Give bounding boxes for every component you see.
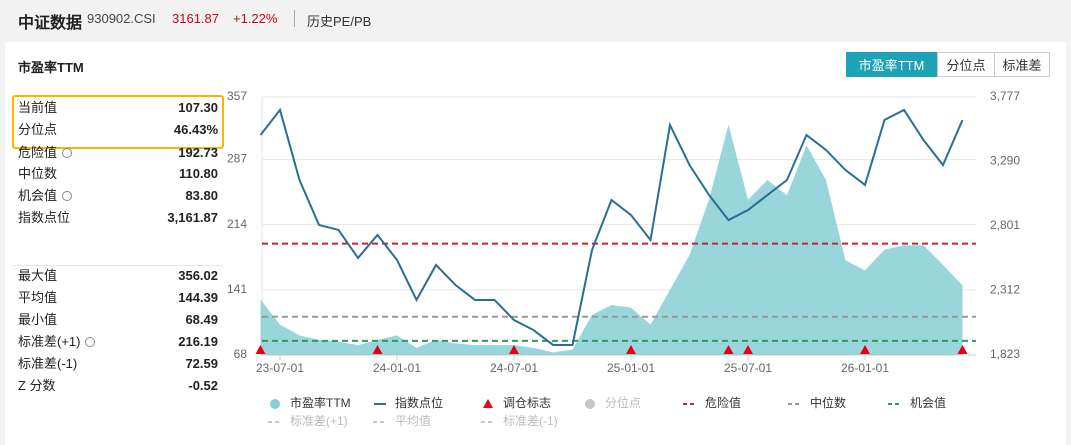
stat-label: 危险值 [18, 145, 58, 160]
stat-value: 72.59 [185, 356, 218, 371]
stat-row: 最大值 356.02 [18, 266, 218, 286]
stat-value: 3,161.87 [167, 210, 218, 225]
stat-label: 中位数 [18, 166, 58, 181]
stat-label: 机会值 [18, 188, 58, 203]
highlight-box [12, 95, 224, 149]
index-code: 930902.CSI [87, 11, 156, 26]
area [260, 124, 963, 355]
stat-row: 最小值 68.49 [18, 310, 218, 330]
stat-label: 当前值 [18, 100, 58, 115]
y-tick-label: 141 [227, 282, 247, 296]
panel-title: 市盈率TTM [18, 60, 84, 75]
settings-icon[interactable] [62, 191, 73, 201]
y2-tick-label: 3,290 [990, 153, 1020, 167]
rebalance-marker [723, 345, 734, 354]
history-link[interactable]: 历史PE/PB [307, 14, 372, 29]
stat-label: 最大值 [18, 268, 58, 283]
stat-row: 危险值 192.73 [18, 143, 218, 163]
rebalance-marker [372, 345, 383, 354]
rebalance-marker [509, 345, 519, 354]
index-change: +1.22% [233, 11, 278, 26]
tab[interactable]: 市盈率TTM [846, 52, 937, 77]
legend-label[interactable]: 标准差(+1) [290, 414, 348, 428]
stat-row: 中位数 110.80 [18, 164, 218, 184]
y-tick-label: 357 [227, 89, 247, 103]
header-title: 中证数据 [18, 15, 83, 32]
legend-label[interactable]: 平均值 [395, 413, 431, 428]
separator [12, 265, 222, 266]
stat-value: 216.19 [178, 334, 218, 349]
x-tick-label: 26-01-01 [841, 361, 889, 375]
stat-value: 356.02 [178, 268, 218, 283]
index-price: 3161.87 [172, 11, 219, 26]
stat-label: 标准差(+1) [18, 334, 81, 349]
stat-label: 标准差(-1) [18, 356, 78, 371]
legend-label[interactable]: 机会值 [910, 395, 946, 410]
legend-label[interactable]: 中位数 [810, 395, 846, 410]
header: 中证数据 930902.CSI 3161.87 +1.22% 历史PE/PB [0, 0, 1071, 40]
stat-row: 指数点位 3,161.87 [18, 208, 218, 228]
x-tick-label: 23-07-01 [256, 361, 304, 375]
stat-value: 192.73 [178, 145, 218, 160]
stat-row: 当前值 107.30 [18, 98, 218, 118]
stat-label: 平均值 [18, 290, 58, 305]
legend-symbol [585, 399, 595, 409]
stat-row: 分位点 46.43% [18, 120, 218, 140]
x-tick-label: 25-07-01 [724, 361, 772, 375]
stat-row: 机会值 83.80 [18, 186, 218, 206]
rebalance-marker [255, 345, 266, 354]
y2-tick-label: 2,312 [990, 283, 1020, 297]
stat-label: 指数点位 [18, 210, 71, 225]
legend-label[interactable]: 标准差(-1) [503, 414, 558, 428]
legend-label[interactable]: 指数点位 [395, 395, 443, 410]
stat-value: -0.52 [188, 378, 218, 393]
stat-row: 平均值 144.39 [18, 288, 218, 308]
x-tick-label: 24-07-01 [490, 361, 538, 375]
x-tick-label: 25-01-01 [607, 361, 655, 375]
y2-tick-label: 2,801 [990, 218, 1020, 232]
stat-row: 标准差(+1) 216.19 [18, 332, 218, 352]
legend-symbol [270, 399, 280, 409]
legend-label[interactable]: 危险值 [705, 395, 741, 410]
settings-icon[interactable] [62, 148, 73, 158]
legend-label[interactable]: 分位点 [605, 395, 641, 410]
rebalance-marker [860, 345, 870, 354]
stat-label: 分位点 [18, 122, 58, 137]
y-tick-label: 214 [227, 217, 247, 231]
divider [294, 10, 295, 27]
stat-value: 144.39 [178, 290, 218, 305]
stat-value: 68.49 [185, 312, 218, 327]
stat-label: 最小值 [18, 312, 58, 327]
y-tick-label: 287 [227, 152, 247, 166]
stat-value: 46.43% [173, 122, 218, 137]
rebalance-marker [743, 345, 753, 354]
stat-row: Z 分数 -0.52 [18, 376, 218, 396]
stat-value: 83.80 [185, 188, 218, 203]
line [259, 107, 964, 346]
stat-value: 107.30 [178, 100, 218, 115]
stat-value: 110.80 [178, 166, 218, 181]
legend-symbol [483, 399, 493, 408]
y2-tick-label: 1,823 [990, 347, 1020, 361]
stat-row: 标准差(-1) 72.59 [18, 354, 218, 374]
legend-label[interactable]: 市盈率TTM [290, 395, 351, 410]
settings-icon[interactable] [85, 337, 96, 347]
stat-label: Z 分数 [18, 378, 56, 393]
rebalance-marker [626, 345, 636, 354]
y2-tick-label: 3,777 [990, 89, 1020, 103]
y-tick-label: 68 [234, 347, 248, 361]
rebalance-marker [957, 345, 968, 354]
tab[interactable]: 标准差 [994, 52, 1050, 77]
legend-label[interactable]: 调仓标志 [503, 396, 551, 410]
x-tick-label: 24-01-01 [373, 361, 421, 375]
